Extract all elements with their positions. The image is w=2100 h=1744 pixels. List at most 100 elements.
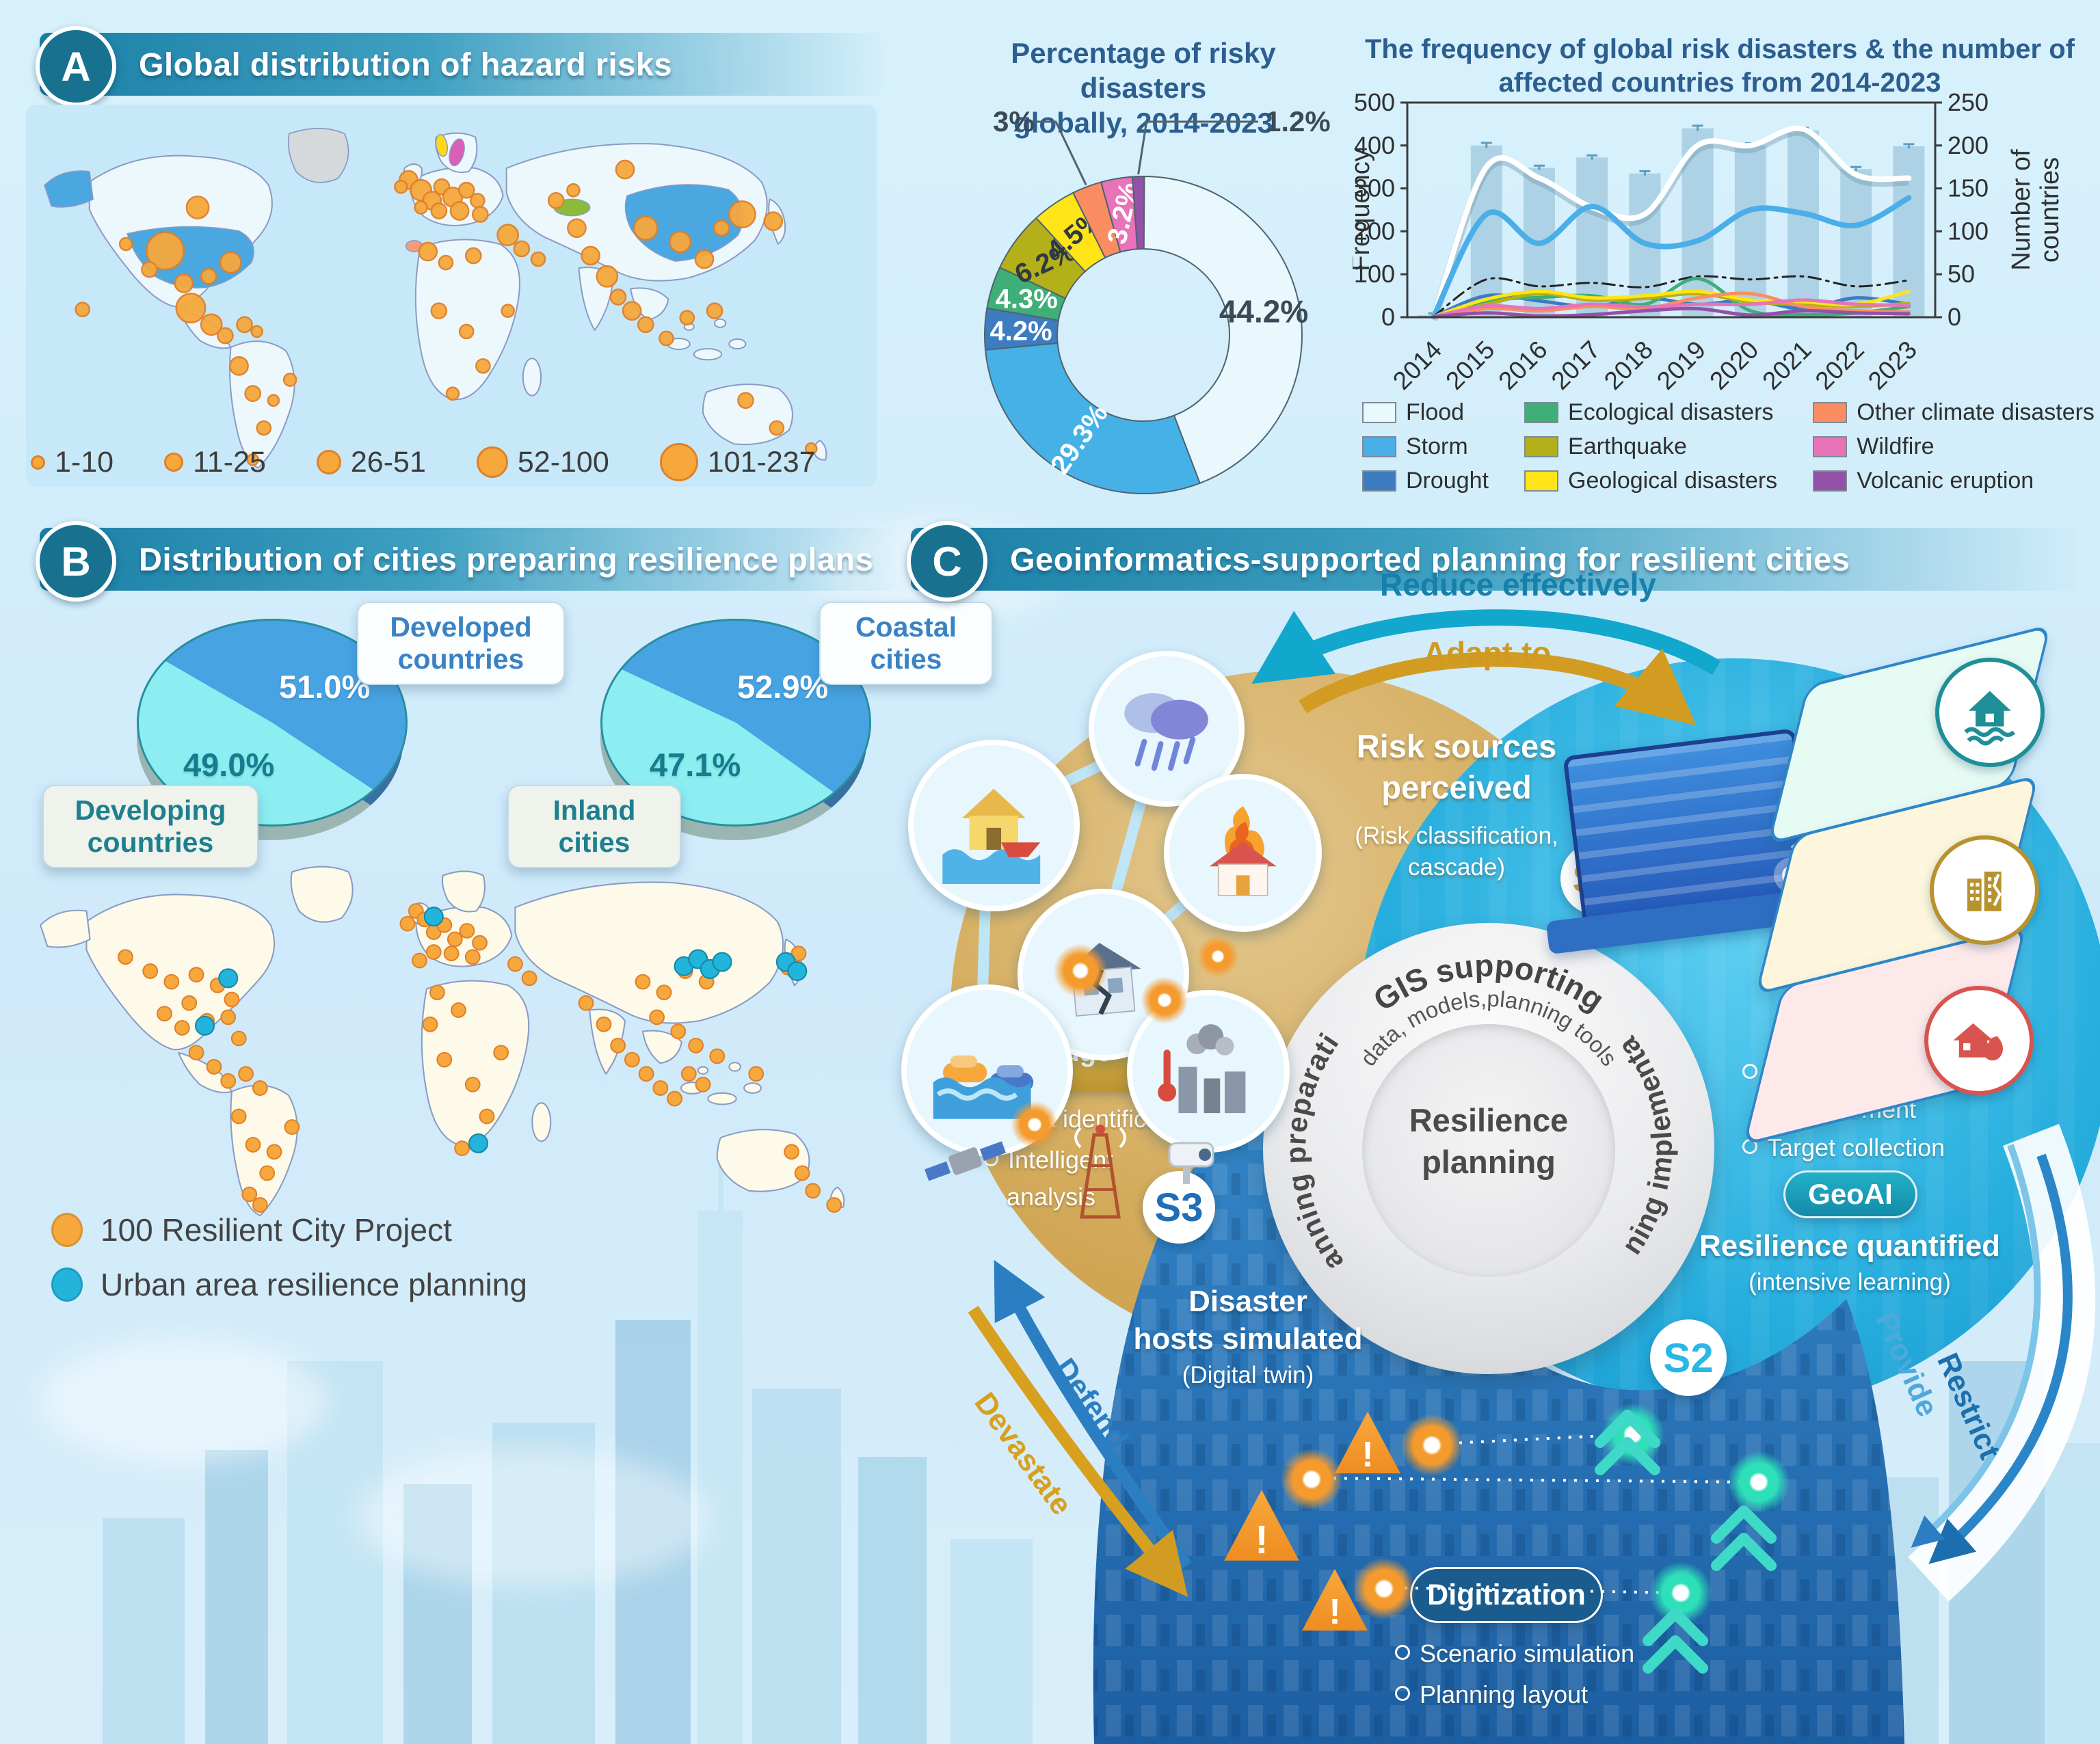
svg-text:3%: 3%: [993, 105, 1035, 137]
geoai-pill: GeoAI: [1783, 1170, 1917, 1218]
legend-swatch: [1813, 435, 1848, 457]
svg-text:44.2%: 44.2%: [1219, 294, 1308, 330]
s3-badge: S3: [1143, 1171, 1215, 1244]
bubble-size-dot: [316, 450, 341, 474]
panel-c-title: Geoinformatics-supported planning for re…: [1010, 541, 1850, 578]
skyline-building: [752, 1389, 841, 1744]
svg-text:200: 200: [1948, 131, 1989, 159]
legend-item: Volcanic eruption: [1813, 468, 2097, 494]
panel-a-title: Global distribution of hazard risks: [139, 46, 673, 83]
inland-cities-label: Inland cities: [507, 785, 681, 869]
panel-c-header: C Geoinformatics-supported planning for …: [907, 521, 2077, 602]
svg-text:4.2%: 4.2%: [990, 316, 1052, 346]
bubble-legend-item: 11-25: [164, 446, 266, 479]
skyline-antenna: [718, 1149, 723, 1211]
legend-item: Storm: [1362, 433, 1491, 460]
resilience-planning-center-label: Resilience planning: [1409, 1102, 1569, 1181]
combo-title-line1: The frequency of global risk disasters &…: [1365, 34, 2075, 64]
legend-item: Geological disasters: [1524, 468, 1780, 494]
bubble-legend-item: 52-100: [476, 446, 609, 479]
hazard-point: [1280, 1448, 1343, 1511]
developed-percent: 51.0%: [279, 669, 371, 705]
skyline-building: [858, 1457, 927, 1744]
combo-title: The frequency of global risk disasters &…: [1344, 33, 2096, 100]
skyline-building: [951, 1539, 1033, 1744]
s2-badge: S2: [1650, 1319, 1727, 1396]
panel-c-badge: C: [907, 521, 987, 602]
skyline-building: [103, 1518, 185, 1744]
svg-text:Number of: Number of: [2007, 149, 2036, 271]
reduce-adapt-arrows: [1251, 609, 1721, 726]
svg-text:2018: 2018: [1599, 336, 1658, 391]
panel-a-badge: A: [36, 26, 116, 107]
developed-countries-label: Developed countries: [357, 602, 565, 686]
disaster-hosts-label: Disaster hosts simulated: [1133, 1285, 1363, 1356]
signal-tower-icon: [1074, 1125, 1126, 1219]
cloud: [356, 1449, 711, 1586]
legend-item: Wildfire: [1813, 433, 2097, 460]
hazard-point: [1353, 1557, 1415, 1620]
series-line: [1432, 298, 1911, 319]
legend-swatch: [1362, 435, 1396, 457]
svg-text:2017: 2017: [1546, 336, 1606, 391]
kg-bullet-analysis: analysis: [1007, 1183, 1096, 1211]
bubble-size-dot: [31, 455, 45, 470]
fire-house-layer-icon: [1924, 986, 2034, 1095]
freq-bar: [1576, 157, 1608, 317]
frequency-combo-chart: 0100200300400500050100150200250201420152…: [1353, 90, 2064, 391]
svg-text:250: 250: [1948, 90, 1989, 116]
sensing-icons: [925, 1125, 1214, 1219]
sensor-glow: [1053, 943, 1108, 998]
svg-text:400: 400: [1354, 131, 1395, 159]
svg-text:50: 50: [1948, 260, 1975, 288]
svg-text:300: 300: [1354, 174, 1395, 202]
svg-text:1.2%: 1.2%: [1265, 105, 1331, 137]
cyan-dot-icon: [51, 1267, 83, 1302]
combo-legend: Flood Storm Drought Ecological disasters Ear…: [1362, 395, 2097, 498]
panel-b-badge: B: [36, 521, 116, 602]
svg-text:2019: 2019: [1651, 336, 1711, 391]
freq-bar: [1840, 169, 1872, 317]
digital-twin-label: (Digital twin): [1182, 1362, 1314, 1389]
svg-text:150: 150: [1948, 174, 1989, 202]
cloud: [41, 1340, 328, 1463]
damaged-building-layer-icon: [1930, 835, 2039, 945]
legend-item: Drought: [1362, 468, 1491, 494]
legend-swatch: [1362, 401, 1396, 423]
defend-devastate-arrows: [968, 1259, 1192, 1597]
legend-swatch: [1524, 470, 1559, 492]
skyline-building: [205, 1450, 268, 1744]
burning-house-icon: [1164, 774, 1322, 932]
bubble-size-dot: [164, 453, 184, 472]
svg-text:2015: 2015: [1440, 336, 1500, 391]
skyline-building: [615, 1320, 691, 1744]
legend-item: Flood: [1362, 399, 1491, 426]
series-line: [1432, 291, 1911, 319]
reduce-effectively-label: Reduce effectively: [1380, 567, 1656, 602]
dig-bullet-planning: Planning layout: [1395, 1680, 1588, 1709]
svg-text:2023: 2023: [1863, 336, 1922, 391]
risk-donut-chart: 44.2%29.3%4.2%4.3%6.2%4.5%3%3.2%1.2%: [984, 105, 1331, 494]
bubble-size-legend: 1-10 11-25 26-51 52-100 101-237: [31, 443, 886, 481]
skyline-building: [287, 1361, 383, 1744]
bubble-legend-item: 1-10: [31, 446, 114, 479]
legend-item: Other climate disasters: [1813, 399, 2097, 426]
legend-100rc: 100 Resilient City Project: [51, 1211, 452, 1248]
bubble-size-dot: [659, 443, 698, 481]
series-line: [1431, 195, 1912, 319]
developing-percent: 49.0%: [183, 747, 275, 783]
skyline-building: [403, 1484, 472, 1744]
legend-item: Earthquake: [1524, 433, 1780, 460]
flooded-house-icon: [908, 740, 1080, 911]
svg-text:countries: countries: [2036, 157, 2064, 263]
series-line: [1432, 291, 1911, 319]
svg-text:2021: 2021: [1757, 336, 1816, 391]
series-line: [1433, 275, 1910, 318]
resilience-city-dots: [118, 903, 842, 1213]
combo-title-line2: affected countries from 2014-2023: [1498, 67, 1941, 98]
donut-slice: [984, 342, 1201, 494]
series-line: [1432, 289, 1911, 319]
donut-slice: [1131, 176, 1145, 250]
panel-b-title: Distribution of cities preparing resilie…: [139, 541, 874, 578]
